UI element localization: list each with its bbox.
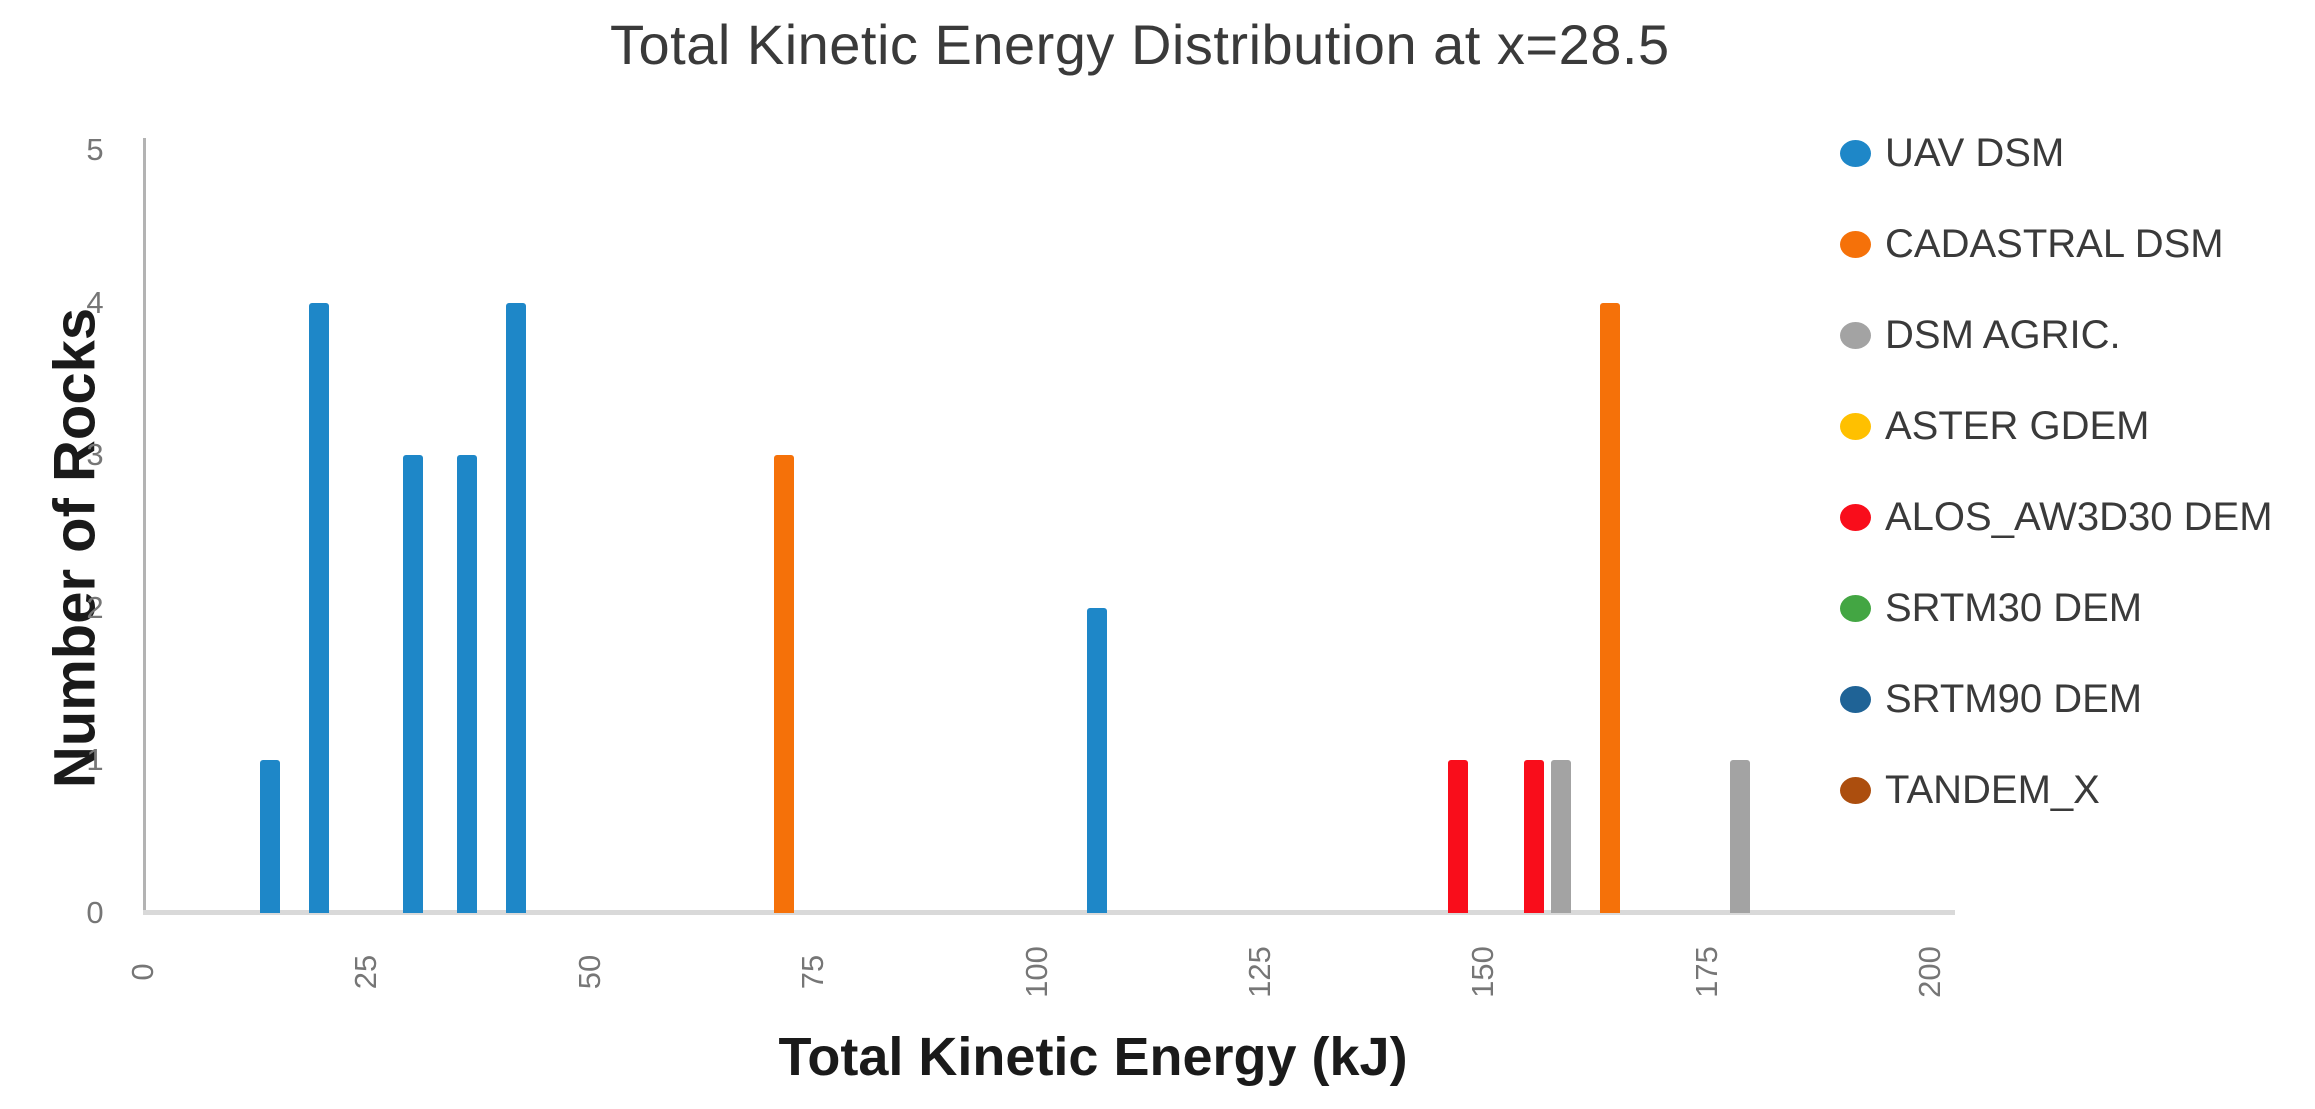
y-axis-title: Number of Rocks xyxy=(42,307,108,789)
bar-dsm-agric- xyxy=(1551,760,1572,913)
bar-uav-dsm xyxy=(403,455,424,913)
legend-item: UAV DSM xyxy=(1840,126,2064,180)
x-tick-label: 75 xyxy=(795,954,831,990)
legend-marker-icon xyxy=(1840,594,1871,622)
legend-label: ALOS_AW3D30 DEM xyxy=(1885,494,2273,539)
bar-uav-dsm xyxy=(1086,607,1107,913)
x-tick-label: 125 xyxy=(1241,946,1277,998)
legend-item: SRTM90 DEM xyxy=(1840,672,2142,726)
bar-dsm-agric- xyxy=(1729,760,1750,913)
legend-marker-icon xyxy=(1840,230,1871,258)
legend-label: UAV DSM xyxy=(1885,130,2065,175)
legend-item: ASTER GDEM xyxy=(1840,399,2149,453)
legend-item: CADASTRAL DSM xyxy=(1840,217,2224,271)
chart-title: Total Kinetic Energy Distribution at x=2… xyxy=(610,13,1670,76)
x-tick-label: 100 xyxy=(1018,946,1054,998)
y-tick-label: 5 xyxy=(86,132,104,167)
bar-cadastral-dsm xyxy=(773,455,794,913)
y-tick-label: 4 xyxy=(86,284,104,320)
legend-label: DSM AGRIC. xyxy=(1885,312,2121,357)
y-axis-line xyxy=(143,138,146,913)
bar-alos-aw3d30-dem xyxy=(1524,760,1545,913)
x-tick-label: 25 xyxy=(348,954,384,990)
legend-marker-icon xyxy=(1840,685,1871,713)
legend-item: ALOS_AW3D30 DEM xyxy=(1840,490,2273,544)
x-tick-label: 200 xyxy=(1912,946,1947,998)
x-tick-label: 150 xyxy=(1465,946,1501,998)
legend-label: TANDEM_X xyxy=(1885,767,2100,812)
bar-alos-aw3d30-dem xyxy=(1448,760,1469,913)
x-axis-line xyxy=(143,910,1955,915)
x-tick-label: 50 xyxy=(571,954,607,990)
legend-label: SRTM90 DEM xyxy=(1885,676,2143,721)
legend-item: SRTM30 DEM xyxy=(1840,581,2142,635)
legend-marker-icon xyxy=(1840,503,1871,531)
y-tick-label: 0 xyxy=(86,895,104,930)
legend-marker-icon xyxy=(1840,412,1871,440)
bar-uav-dsm xyxy=(309,302,330,913)
legend-marker-icon xyxy=(1840,139,1871,167)
legend-label: ASTER GDEM xyxy=(1885,403,2150,448)
x-axis-title: Total Kinetic Energy (kJ) xyxy=(778,1027,1408,1087)
y-tick-label: 1 xyxy=(86,742,104,778)
y-tick-label: 3 xyxy=(86,437,104,473)
x-tick-label: 0 xyxy=(125,963,160,981)
y-tick-label: 2 xyxy=(86,589,104,625)
bar-uav-dsm xyxy=(505,302,526,913)
legend-item: DSM AGRIC. xyxy=(1840,308,2121,362)
legend-item: TANDEM_X xyxy=(1840,763,2100,817)
legend-label: CADASTRAL DSM xyxy=(1885,221,2224,266)
bar-uav-dsm xyxy=(260,760,281,913)
bar-cadastral-dsm xyxy=(1600,302,1621,913)
bar-uav-dsm xyxy=(456,455,477,913)
legend-label: SRTM30 DEM xyxy=(1885,585,2143,630)
legend-marker-icon xyxy=(1840,776,1871,804)
legend-marker-icon xyxy=(1840,321,1871,349)
x-tick-label: 175 xyxy=(1688,946,1724,998)
